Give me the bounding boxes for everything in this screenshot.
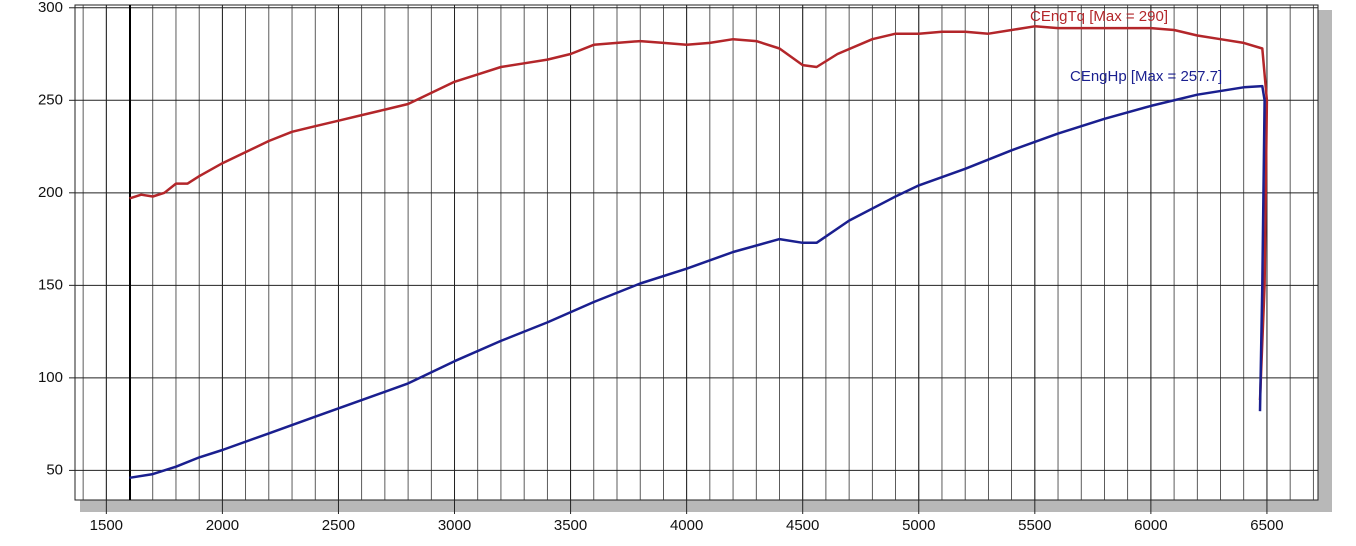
grid [69, 5, 1318, 514]
x-tick-label: 3500 [554, 517, 587, 534]
x-tick-label: 5000 [902, 517, 935, 534]
y-tick-label: 150 [38, 276, 63, 293]
x-tick-label: 3000 [438, 517, 471, 534]
x-tick-label: 1500 [90, 517, 123, 534]
x-tick-label: 6000 [1134, 517, 1167, 534]
y-tick-label: 250 [38, 91, 63, 108]
y-tick-label: 200 [38, 184, 63, 201]
x-tick-label: 6500 [1250, 517, 1283, 534]
plot-shadow [80, 500, 1332, 512]
series-line [129, 25, 1269, 401]
series-line [129, 84, 1266, 480]
labels: 1500 2000 2500 3000 3500 4000 4500 5000 5500 6000… [38, 0, 1284, 534]
series-label: CEngTq [Max = 290] [1030, 8, 1168, 25]
x-tick-label: 4500 [786, 517, 819, 534]
y-tick-label: 100 [38, 369, 63, 386]
y-tick-label: 300 [38, 0, 63, 16]
series-label: CEngHp [Max = 257.7] [1070, 68, 1222, 85]
plot-area [74, 4, 1319, 501]
x-tick-label: 2000 [206, 517, 239, 534]
y-tick-label: 50 [46, 461, 63, 478]
x-tick-label: 2500 [322, 517, 355, 534]
plot-shadow [1318, 10, 1332, 510]
lines [129, 25, 1269, 480]
x-tick-label: 5500 [1018, 517, 1051, 534]
x-tick-label: 4000 [670, 517, 703, 534]
